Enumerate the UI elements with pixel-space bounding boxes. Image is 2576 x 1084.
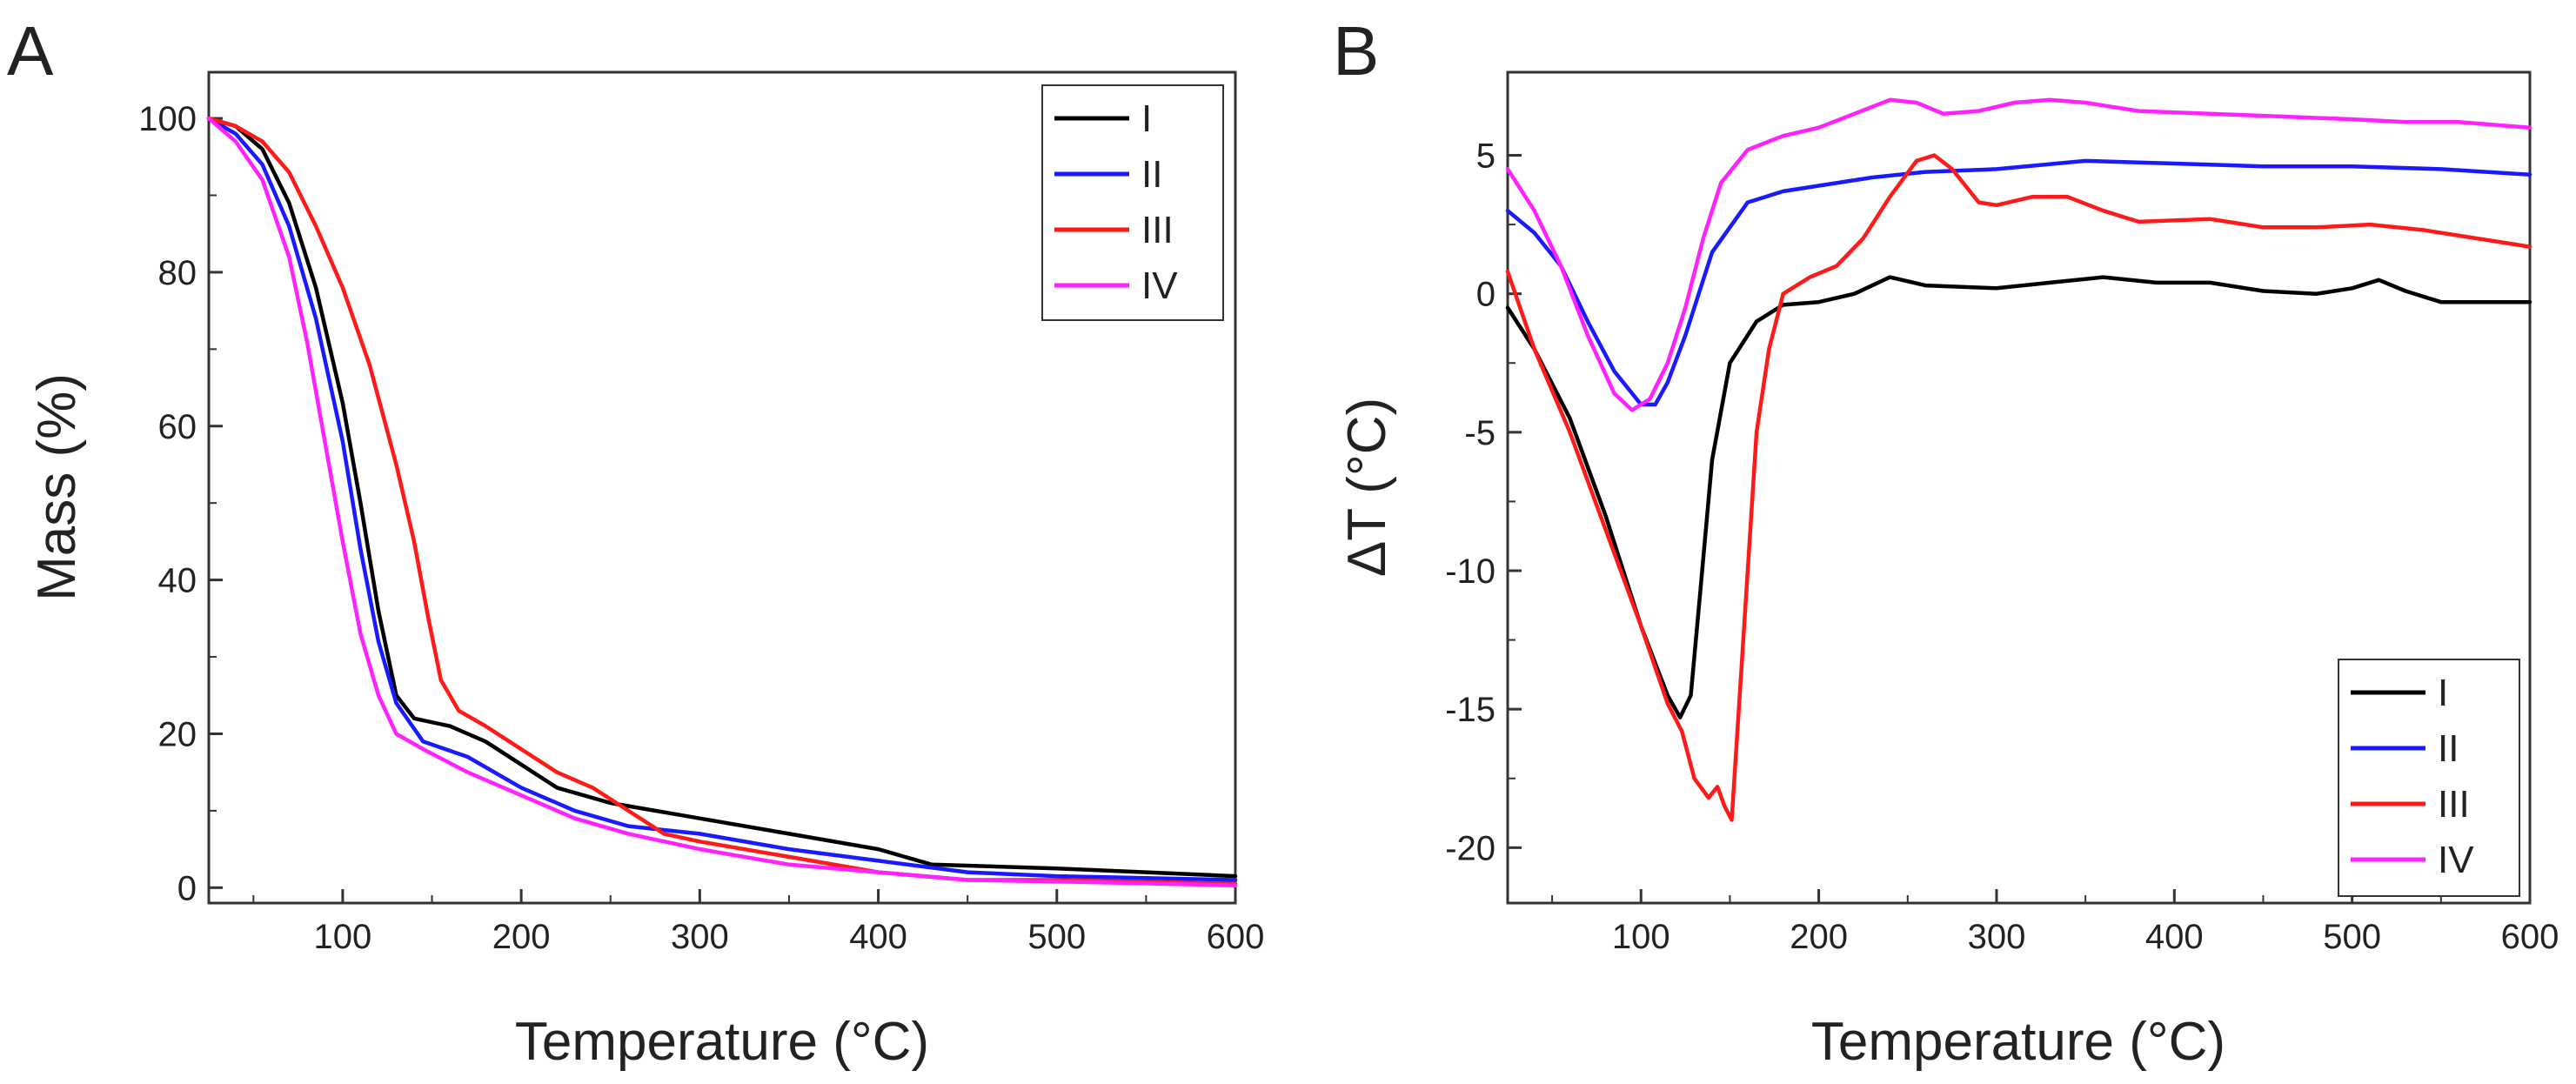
panel-a-y-tick-label: 100 [138, 100, 197, 138]
panel-a-letter: A [7, 12, 54, 90]
panel-a-x-tick-label: 100 [314, 918, 372, 956]
panel-a-series-line-iv [206, 116, 1238, 887]
panel-a-x-tick-label: 200 [492, 918, 551, 956]
panel-a-x-tick-label: 500 [1027, 918, 1086, 956]
panel-a-x-tick-label: 300 [671, 918, 729, 956]
panel-a-y-tick-label: 0 [177, 869, 197, 907]
panel-b-legend-label-iv: IV [2438, 839, 2474, 881]
panel-b-letter: B [1333, 12, 1379, 90]
panel-b-series-line-ii [1505, 158, 2533, 407]
panel-a-legend-label-iii: III [1141, 209, 1174, 251]
panel-b-series-line-iv [1505, 97, 2533, 412]
panel-a-ticks: 100 200 300 400 500 600 0 20 40 60 80 100 [138, 100, 1264, 956]
panel-b-legend-label-ii: II [2438, 727, 2459, 770]
panel-a-chart: A 100 200 300 400 500 600 0 20 40 60 80 100 Tempera… [7, 12, 1264, 1072]
panel-b-ticks: 100 200 300 400 500 600 5 0 -5 -10 -15 -20 [1445, 137, 2559, 957]
panel-b-y-tick-label: -20 [1445, 829, 1495, 867]
panel-b-chart: B 100 200 300 400 500 600 5 0 -5 -10 -15 -20 Temper… [1333, 12, 2559, 1072]
panel-b-legend-box [2338, 659, 2520, 897]
panel-a-series [206, 116, 1238, 887]
panel-b-series-line-i [1505, 275, 2533, 719]
panel-a-x-axis-title: Temperature (°C) [515, 1012, 929, 1072]
panel-b-x-tick-label: 600 [2501, 918, 2559, 956]
panel-a-series-line-ii [206, 116, 1238, 882]
panel-a-x-tick-label: 400 [849, 918, 907, 956]
panel-b-plot-frame [1506, 70, 2532, 905]
panel-a-y-tick-label: 40 [158, 562, 197, 600]
panel-b-x-tick-label: 400 [2145, 918, 2204, 956]
panel-a-y-axis-title: Mass (%) [27, 373, 87, 601]
panel-b-y-axis-title: ΔT (°C) [1337, 398, 1397, 577]
panel-b-y-tick-label: 5 [1476, 137, 1495, 176]
panel-a-x-tick-label: 600 [1207, 918, 1265, 956]
panel-b-y-tick-label: -5 [1464, 414, 1495, 452]
panel-b-y-tick-label: -15 [1445, 691, 1495, 729]
panel-a-plot-frame [207, 70, 1237, 905]
panel-a-y-tick-label: 20 [158, 715, 197, 753]
panel-a-legend-label-i: I [1141, 97, 1152, 140]
panel-b-x-axis-title: Temperature (°C) [1811, 1012, 2225, 1072]
panel-b-x-tick-label: 300 [1968, 918, 2026, 956]
panel-a-series-line-iii [206, 116, 1238, 887]
panel-b-x-tick-label: 200 [1790, 918, 1848, 956]
panel-a-legend-label-ii: II [1141, 153, 1162, 196]
panel-b-x-tick-label: 500 [2323, 918, 2381, 956]
panel-a-legend-label-iv: IV [1141, 264, 1178, 307]
panel-a-series-line-i [206, 116, 1238, 879]
panel-b-y-tick-label: -10 [1445, 552, 1495, 591]
panel-b-legend-label-i: I [2438, 672, 2448, 714]
panel-b-legend-label-iii: III [2438, 783, 2470, 826]
panel-b-y-tick-label: 0 [1476, 276, 1495, 314]
panel-b-x-tick-label: 100 [1612, 918, 1670, 956]
panel-a-legend-box [1041, 84, 1224, 321]
panel-b-series [1505, 97, 2533, 822]
panel-a-y-tick-label: 60 [158, 408, 197, 446]
panel-a-y-tick-label: 80 [158, 254, 197, 292]
panel-b-series-line-iii [1505, 153, 2533, 822]
